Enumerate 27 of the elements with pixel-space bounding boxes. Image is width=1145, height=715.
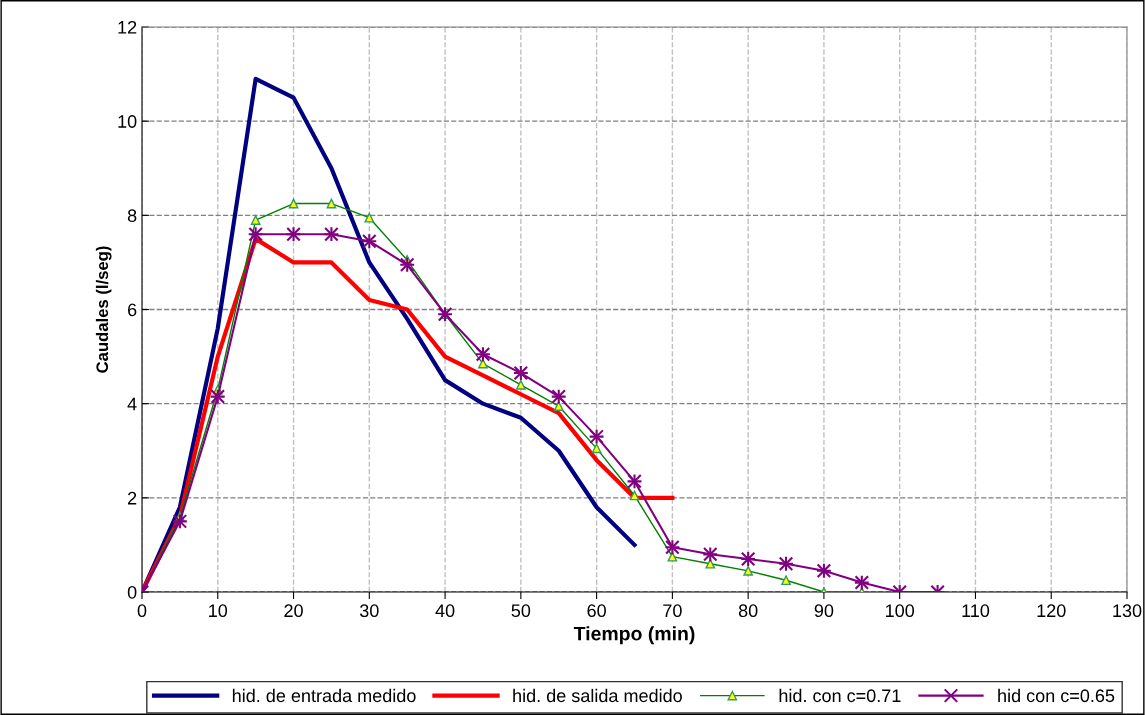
x-tick-label: 0 bbox=[137, 604, 147, 618]
x-tick-label: 10 bbox=[209, 604, 228, 618]
x-tick-label: 100 bbox=[886, 604, 915, 618]
x-tick-label: 40 bbox=[435, 604, 455, 618]
x-tick-label: 90 bbox=[814, 604, 834, 618]
y-axis-title: Caudales (l/seg) bbox=[95, 246, 112, 373]
legend-label: hid. de salida medido bbox=[513, 688, 682, 703]
y-tick-label: 10 bbox=[118, 115, 137, 128]
y-tick-label: 0 bbox=[127, 585, 137, 599]
legend-label: hid con c=0.65 bbox=[998, 688, 1115, 703]
y-tick-label: 12 bbox=[118, 20, 137, 34]
x-tick-label: 120 bbox=[1037, 604, 1066, 618]
legend-label: hid. de entrada medido bbox=[232, 688, 416, 703]
x-tick-label: 130 bbox=[1113, 604, 1142, 618]
y-tick-label: 8 bbox=[127, 209, 137, 223]
legend-label: hid. con c=0.71 bbox=[779, 688, 901, 703]
x-tick-label: 60 bbox=[587, 604, 606, 618]
x-tick-label: 70 bbox=[663, 604, 682, 618]
x-tick-label: 110 bbox=[962, 604, 990, 618]
x-tick-label: 20 bbox=[284, 604, 303, 618]
x-tick-label: 50 bbox=[511, 604, 531, 618]
y-tick-label: 6 bbox=[128, 303, 137, 317]
x-tick-label: 80 bbox=[738, 604, 758, 618]
x-tick-label: 30 bbox=[359, 604, 379, 618]
y-tick-label: 4 bbox=[127, 397, 137, 411]
x-axis-title: Tiempo (min) bbox=[573, 626, 695, 645]
y-tick-label: 2 bbox=[128, 491, 137, 505]
